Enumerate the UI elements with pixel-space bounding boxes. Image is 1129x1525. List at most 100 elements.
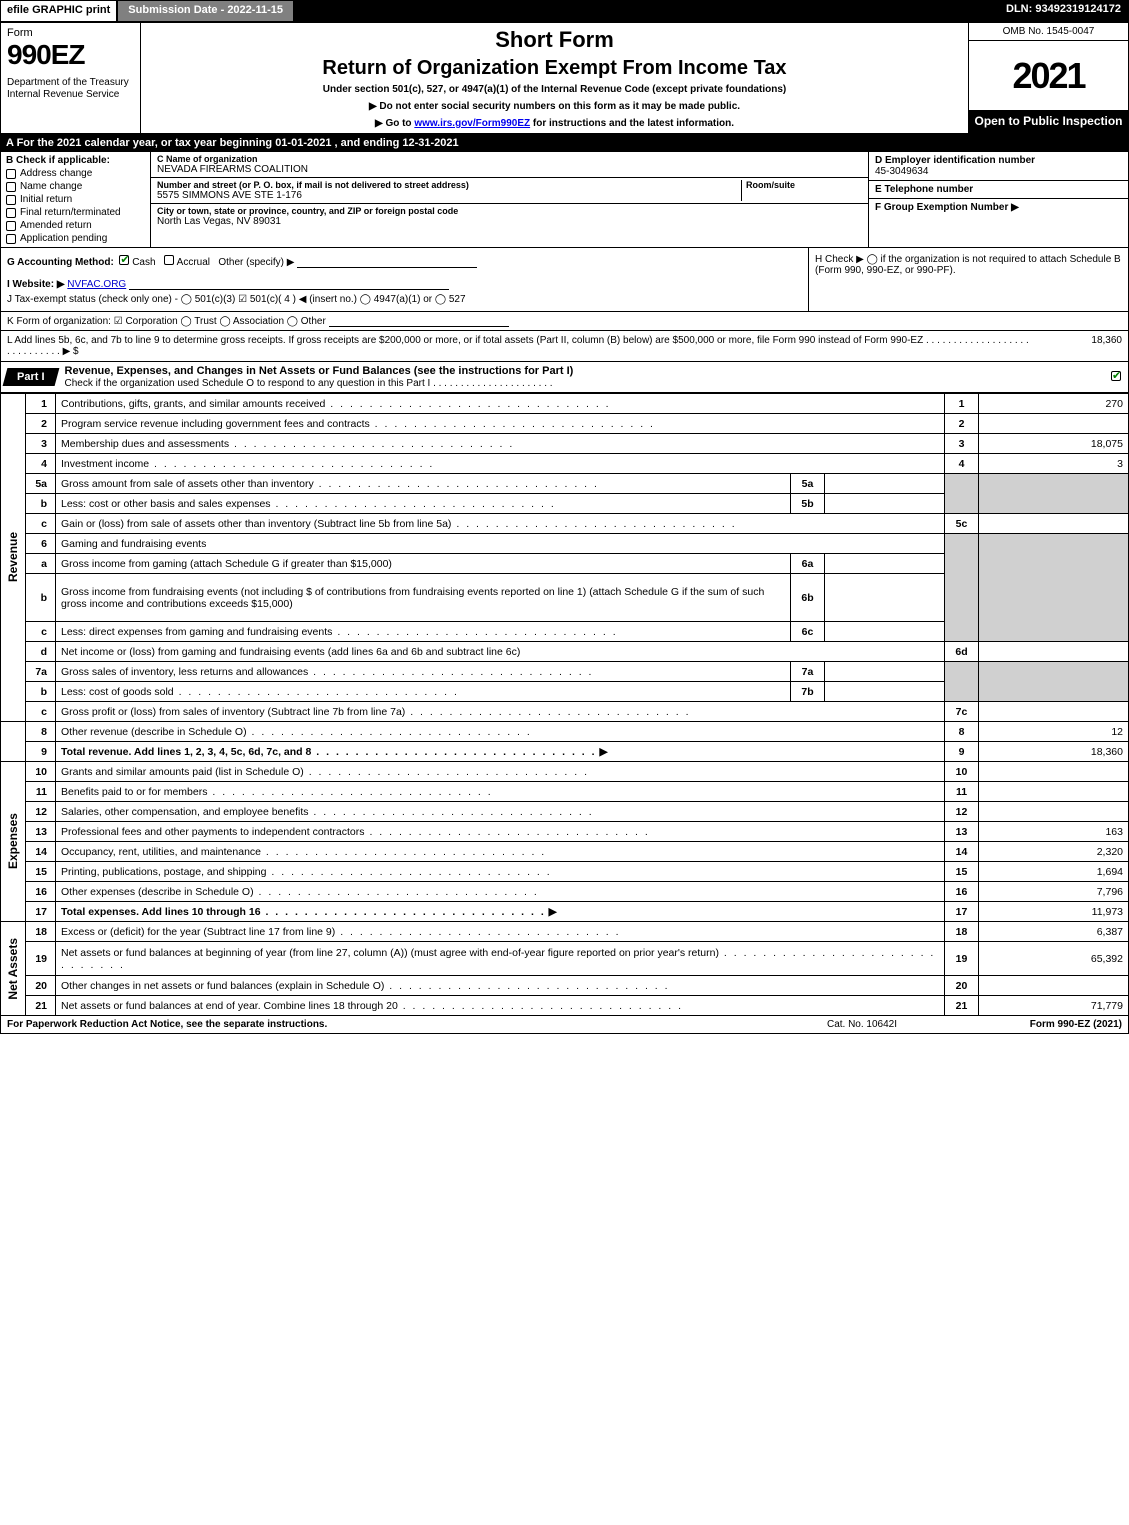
l-amount: 18,360: [1032, 335, 1122, 357]
sub-line-amount: [825, 494, 945, 514]
ein-cell: D Employer identification number 45-3049…: [869, 152, 1128, 181]
form-number: 990EZ: [7, 39, 134, 71]
tax-year: 2021: [969, 41, 1128, 110]
f-label: F Group Exemption Number ▶: [875, 202, 1122, 213]
line-desc: Occupancy, rent, utilities, and maintena…: [56, 842, 945, 862]
line-ref: 1: [945, 394, 979, 414]
sub-line-ref: 7b: [791, 682, 825, 702]
j-text: J Tax-exempt status (check only one) - ◯…: [7, 294, 466, 305]
short-form-label: Short Form: [147, 27, 962, 53]
line-desc: Investment income: [56, 454, 945, 474]
part-i-sub: Check if the organization used Schedule …: [65, 378, 553, 389]
line-ref: 3: [945, 434, 979, 454]
line-num: c: [26, 622, 56, 642]
group-exemption-cell: F Group Exemption Number ▶: [869, 199, 1128, 247]
sub-line-ref: 6a: [791, 554, 825, 574]
line-desc: Total expenses. Add lines 10 through 16 …: [56, 902, 945, 922]
line-ref: 13: [945, 822, 979, 842]
line-num: 14: [26, 842, 56, 862]
line-desc: Other changes in net assets or fund bala…: [56, 976, 945, 996]
line-amount: [979, 514, 1129, 534]
netassets-side-label: Net Assets: [1, 922, 26, 1016]
line-desc: Professional fees and other payments to …: [56, 822, 945, 842]
column-c-org-info: C Name of organization NEVADA FIREARMS C…: [151, 152, 868, 247]
line-num: d: [26, 642, 56, 662]
instructions-link[interactable]: www.irs.gov/Form990EZ: [414, 118, 530, 129]
chk-initial-return[interactable]: Initial return: [6, 194, 145, 205]
line-num: 11: [26, 782, 56, 802]
column-d-e-f: D Employer identification number 45-3049…: [868, 152, 1128, 247]
l-text: L Add lines 5b, 6c, and 7b to line 9 to …: [7, 335, 1032, 357]
line-desc: Membership dues and assessments: [56, 434, 945, 454]
dept-label: Department of the Treasury Internal Reve…: [7, 77, 134, 101]
sub-line-ref: 7a: [791, 662, 825, 682]
efile-print-button[interactable]: efile GRAPHIC print: [0, 0, 117, 22]
sub-line-ref: 5a: [791, 474, 825, 494]
b-header: B Check if applicable:: [6, 155, 145, 166]
sub-line-amount: [825, 474, 945, 494]
line-desc: Gross income from gaming (attach Schedul…: [56, 554, 791, 574]
line-desc: Gross amount from sale of assets other t…: [56, 474, 791, 494]
form-title-block: Short Form Return of Organization Exempt…: [141, 23, 968, 133]
chk-accrual[interactable]: [164, 255, 174, 265]
line-desc: Net assets or fund balances at end of ye…: [56, 996, 945, 1016]
h-text: H Check ▶ ◯ if the organization is not r…: [815, 254, 1121, 276]
line-k: K Form of organization: ☑ Corporation ◯ …: [0, 312, 1129, 331]
line-h: H Check ▶ ◯ if the organization is not r…: [808, 248, 1128, 311]
sub-line-amount: [825, 662, 945, 682]
chk-label: Amended return: [20, 220, 92, 231]
sub-line-amount: [825, 622, 945, 642]
line-ref: 19: [945, 942, 979, 976]
dln-label: DLN: 93492319124172: [998, 0, 1129, 22]
line-desc: Less: cost of goods sold: [56, 682, 791, 702]
line-num: b: [26, 574, 56, 622]
chk-final-return[interactable]: Final return/terminated: [6, 207, 145, 218]
section-b-through-f: B Check if applicable: Address change Na…: [0, 152, 1129, 248]
chk-application-pending[interactable]: Application pending: [6, 233, 145, 244]
checkbox-icon: [6, 221, 16, 231]
k-other-input[interactable]: [329, 315, 509, 327]
k-text: K Form of organization: ☑ Corporation ◯ …: [7, 316, 326, 327]
line-num: 19: [26, 942, 56, 976]
line-ref: 10: [945, 762, 979, 782]
other-specify-input[interactable]: [297, 256, 477, 268]
website-underline: [129, 278, 449, 290]
phone-cell: E Telephone number: [869, 181, 1128, 199]
revenue-side-cont: [1, 722, 26, 762]
part-i-schedule-o-check[interactable]: [1104, 370, 1128, 384]
line-amount: 1,694: [979, 862, 1129, 882]
section-g-h: G Accounting Method: Cash Accrual Other …: [0, 248, 1129, 312]
submission-date-label: Submission Date - 2022-11-15: [117, 0, 294, 22]
i-label: I Website: ▶: [7, 279, 65, 290]
chk-address-change[interactable]: Address change: [6, 168, 145, 179]
line-amount: 71,779: [979, 996, 1129, 1016]
org-name-cell: C Name of organization NEVADA FIREARMS C…: [151, 152, 868, 178]
line-amount: 163: [979, 822, 1129, 842]
line-amount: [979, 702, 1129, 722]
city-value: North Las Vegas, NV 89031: [157, 216, 862, 227]
line-num: 5a: [26, 474, 56, 494]
line-amount: 3: [979, 454, 1129, 474]
chk-amended-return[interactable]: Amended return: [6, 220, 145, 231]
page-footer: For Paperwork Reduction Act Notice, see …: [0, 1016, 1129, 1034]
line-desc: Gain or (loss) from sale of assets other…: [56, 514, 945, 534]
chk-label: Initial return: [20, 194, 72, 205]
public-inspection-badge: Open to Public Inspection: [969, 110, 1128, 133]
line-desc: Other revenue (describe in Schedule O): [56, 722, 945, 742]
chk-cash[interactable]: [119, 255, 129, 265]
line-ref: 20: [945, 976, 979, 996]
checkbox-icon: [6, 208, 16, 218]
part-i-table: Revenue 1 Contributions, gifts, grants, …: [0, 393, 1129, 1016]
line-ref: 18: [945, 922, 979, 942]
line-amount: [979, 802, 1129, 822]
line-desc: Salaries, other compensation, and employ…: [56, 802, 945, 822]
line-desc: Gross sales of inventory, less returns a…: [56, 662, 791, 682]
form-id-block: Form 990EZ Department of the Treasury In…: [1, 23, 141, 133]
d-label: D Employer identification number: [875, 155, 1122, 166]
chk-name-change[interactable]: Name change: [6, 181, 145, 192]
line-num: 7a: [26, 662, 56, 682]
ssn-warning: ▶ Do not enter social security numbers o…: [147, 101, 962, 112]
paperwork-notice: For Paperwork Reduction Act Notice, see …: [7, 1019, 762, 1030]
form-footer-ref: Form 990-EZ (2021): [962, 1019, 1122, 1030]
website-link[interactable]: NVFAC.ORG: [67, 279, 126, 290]
